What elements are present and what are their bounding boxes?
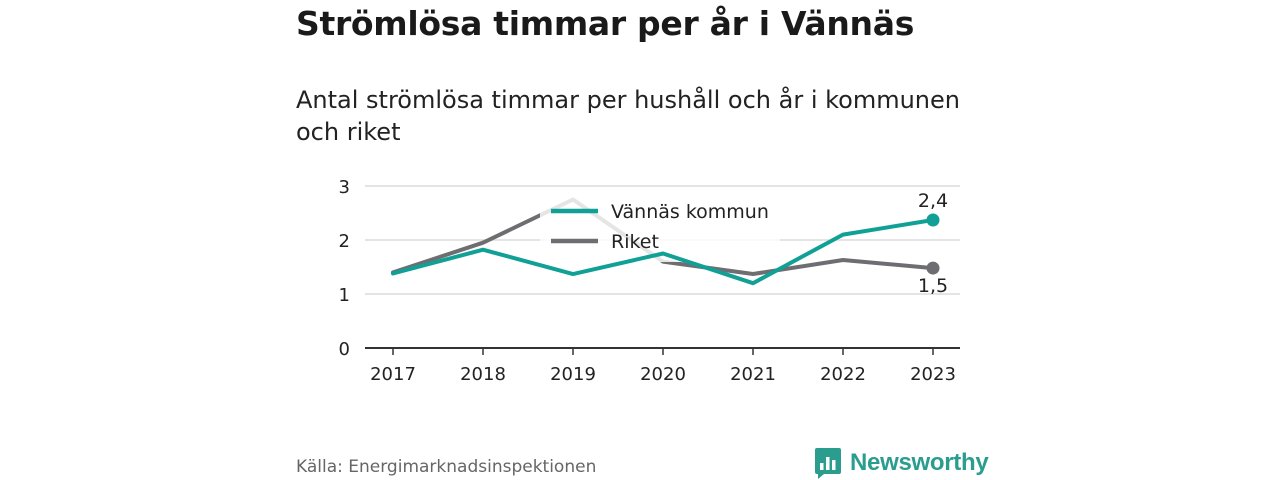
chart-title: Strömlösa timmar per år i Vännäs [296, 4, 915, 43]
x-tick-label: 2017 [370, 364, 416, 385]
x-tick-label: 2021 [730, 364, 776, 385]
legend-label: Vännäs kommun [611, 201, 769, 223]
end-labels: 2,4 1,5 [918, 190, 948, 297]
newsworthy-logo-icon [815, 448, 841, 479]
x-tick-label: 2019 [550, 364, 596, 385]
source-note: Källa: Energimarknadsinspektionen [296, 457, 597, 477]
y-tick-label: 3 [339, 177, 350, 198]
y-axis-ticks: 0 1 2 3 [339, 177, 350, 360]
x-axis-ticks: 2017 2018 2019 2020 2021 2022 2023 [370, 348, 956, 385]
x-tick-label: 2023 [910, 364, 956, 385]
brand-name: Newsworthy [850, 449, 989, 476]
riket-end-label: 1,5 [918, 275, 948, 297]
brand-logo[interactable]: Newsworthy [814, 446, 989, 480]
vannas-kommun-end-dot [926, 213, 940, 227]
x-tick-label: 2018 [460, 364, 506, 385]
riket-end-dot [926, 261, 940, 275]
chart-subtitle: Antal strömlösa timmar per hushåll och å… [296, 86, 960, 146]
vannas-kommun-line [391, 218, 935, 286]
legend-backdrop [540, 192, 780, 262]
x-tick-label: 2022 [820, 364, 866, 385]
x-tick-label: 2020 [640, 364, 686, 385]
vannas-kommun-end-label: 2,4 [918, 190, 948, 212]
y-tick-label: 0 [339, 339, 350, 360]
series-lines [391, 192, 935, 286]
y-tick-label: 1 [339, 285, 350, 306]
y-tick-label: 2 [339, 231, 350, 252]
legend-label: Riket [611, 231, 659, 253]
legend: Vännäs kommun Riket [551, 201, 769, 253]
legend-item-vannas-kommun: Vännäs kommun [551, 201, 769, 223]
legend-item-riket: Riket [551, 231, 659, 253]
